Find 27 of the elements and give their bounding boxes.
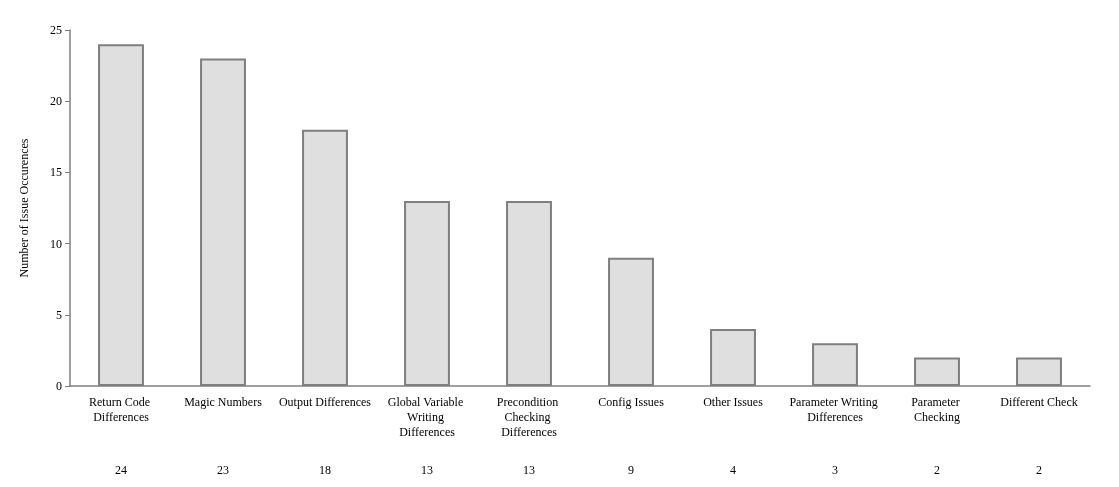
x-tick-label: Parameter Writing Differences — [789, 394, 881, 424]
y-tick-label: 10 — [50, 236, 62, 251]
data-label: 2 — [934, 463, 940, 477]
data-label: 4 — [730, 463, 736, 477]
data-label: 9 — [628, 463, 634, 477]
y-tick-label: 15 — [50, 165, 62, 180]
data-label: 23 — [217, 463, 229, 477]
x-tick-label: Global Variable Writing Differences — [387, 394, 467, 439]
data-label: 18 — [319, 463, 331, 477]
y-tick-label: 5 — [56, 307, 62, 322]
x-tick-label: Different Check — [1000, 394, 1078, 409]
x-tick-label: Magic Numbers — [184, 394, 263, 409]
data-label: 3 — [832, 463, 838, 477]
y-tick-label: 0 — [56, 379, 62, 393]
data-label: 24 — [115, 463, 127, 477]
y-tick-label: 20 — [50, 94, 62, 109]
x-tick-label: Return Code Differences — [89, 394, 153, 424]
x-tick-label: Parameter Checking — [911, 394, 963, 424]
x-tick-label: Precondition Checking Differences — [496, 394, 562, 439]
data-label: 2 — [1036, 463, 1042, 477]
y-tick-label: 25 — [50, 23, 62, 37]
data-label: 13 — [421, 463, 433, 477]
x-tick-label: Config Issues — [598, 394, 665, 409]
data-label: 13 — [523, 463, 535, 477]
y-axis-title: Number of Issue Occurences — [17, 138, 31, 278]
x-tick-label: Output Differences — [278, 394, 372, 409]
x-tick-label: Other Issues — [703, 394, 764, 409]
